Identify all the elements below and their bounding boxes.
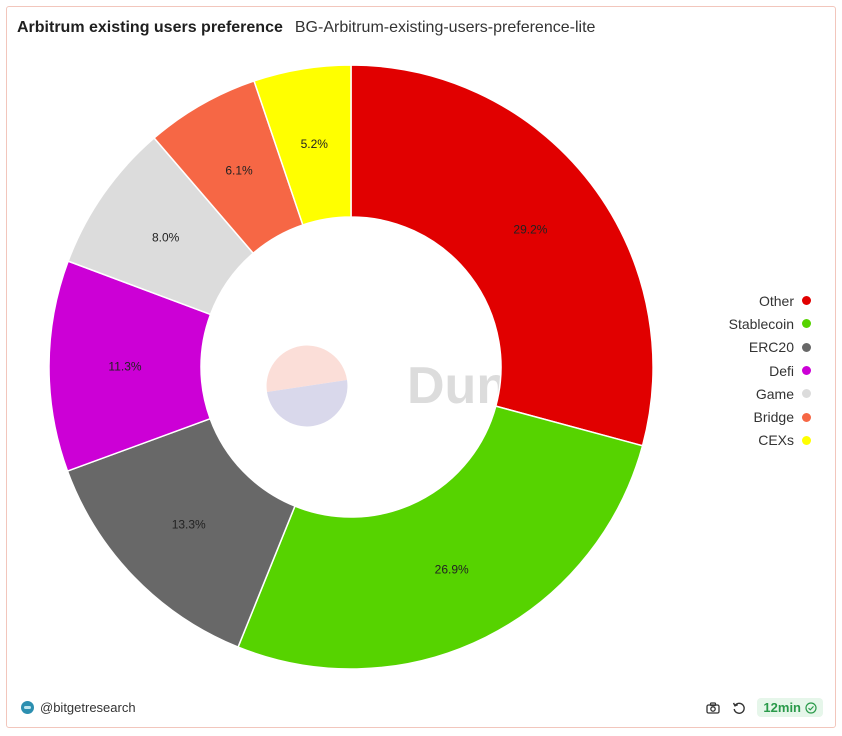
refresh-time: 12min [763, 700, 801, 715]
legend-item-bridge[interactable]: Bridge [729, 405, 811, 428]
legend-swatch [802, 389, 811, 399]
legend-swatch [802, 296, 811, 306]
slice-label-other: 29.2% [513, 223, 547, 237]
dune-logo-bottom [267, 380, 348, 427]
legend-swatch [802, 435, 811, 445]
donut-chart: Dune 29.2%26.9%13.3%11.3%8.0%6.1%5.2% [48, 64, 654, 670]
chart-header: Arbitrum existing users preference BG-Ar… [17, 19, 595, 37]
legend-label: Defi [769, 362, 794, 379]
legend-item-stablecoin[interactable]: Stablecoin [729, 312, 811, 335]
legend-swatch [802, 319, 811, 329]
legend-item-defi[interactable]: Defi [729, 359, 811, 382]
legend-swatch [802, 412, 811, 422]
legend-label: Game [755, 385, 794, 402]
legend-label: Bridge [753, 409, 794, 426]
legend-label: CEXs [758, 432, 794, 449]
refresh-icon[interactable] [731, 700, 747, 716]
legend-swatch [802, 342, 811, 352]
legend-swatch [802, 366, 811, 376]
dune-logo-top [266, 345, 347, 392]
chart-title: Arbitrum existing users preference [17, 19, 283, 36]
chart-legend: Other Stablecoin ERC20 Defi Game Bridge CEXs [729, 289, 811, 452]
slice-erc20[interactable] [66, 417, 296, 649]
legend-label: Stablecoin [728, 315, 794, 332]
chart-actions: 12min [705, 698, 823, 717]
legend-item-game[interactable]: Game [729, 382, 811, 405]
slice-label-game: 8.0% [152, 231, 180, 245]
legend-item-other[interactable]: Other [729, 289, 811, 312]
slice-label-stablecoin: 26.9% [435, 562, 469, 576]
slice-label-cexs: 5.2% [301, 137, 329, 151]
legend-item-erc20[interactable]: ERC20 [729, 336, 811, 359]
author-avatar [21, 701, 34, 714]
slice-stablecoin[interactable] [237, 405, 644, 670]
author-info[interactable]: @bitgetresearch [21, 700, 136, 715]
refresh-badge[interactable]: 12min [757, 698, 823, 717]
legend-item-cexs[interactable]: CEXs [729, 429, 811, 452]
slice-label-erc20: 13.3% [172, 517, 206, 531]
camera-icon[interactable] [705, 700, 721, 716]
slice-cexs[interactable] [253, 64, 352, 226]
legend-label: Other [758, 292, 794, 309]
slice-label-bridge: 6.1% [225, 164, 253, 178]
slice-other[interactable] [350, 64, 654, 447]
check-circle-icon [805, 701, 817, 714]
chart-card: Arbitrum existing users preference BG-Ar… [6, 6, 836, 728]
query-name[interactable]: BG-Arbitrum-existing-users-preference-li… [294, 19, 596, 36]
legend-label: ERC20 [748, 339, 794, 356]
author-name[interactable]: @bitgetresearch [40, 700, 136, 715]
slice-label-defi: 11.3% [108, 359, 141, 373]
